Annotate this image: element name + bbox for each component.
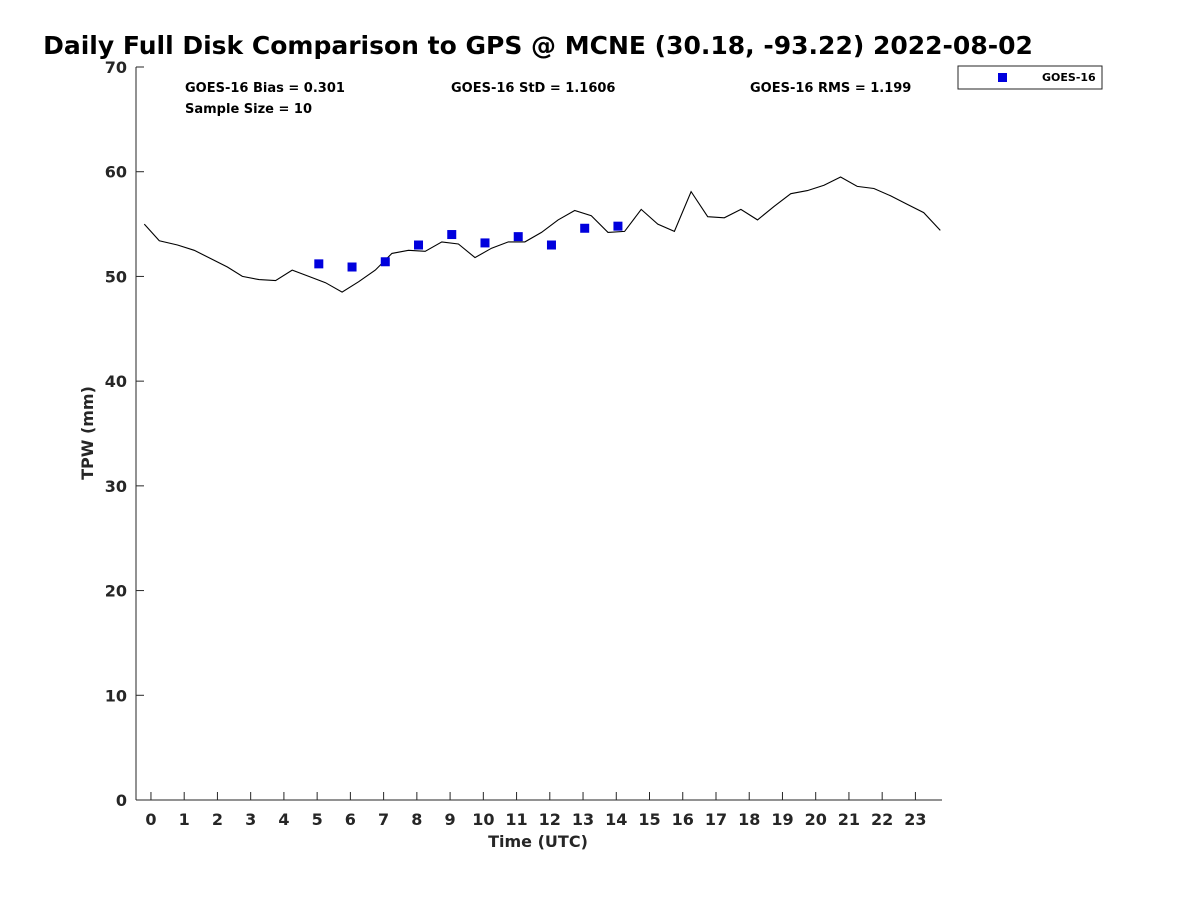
y-tick-label: 10 (105, 686, 127, 705)
sample-size-annotation: Sample Size = 10 (185, 102, 312, 117)
x-axis-label: Time (UTC) (488, 832, 588, 851)
x-tick-label: 7 (378, 810, 389, 829)
y-tick-label: 50 (105, 267, 127, 286)
legend-marker-goes16 (998, 73, 1007, 82)
x-ticks: 0 1 2 3 4 5 6 7 8 9 10 11 12 13 14 15 16 17 18 19 20 21 22 23 (145, 792, 927, 829)
x-tick-label: 23 (904, 810, 926, 829)
x-tick-label: 13 (572, 810, 594, 829)
rms-annotation: GOES-16 RMS = 1.199 (750, 81, 911, 96)
goes16-point (447, 230, 457, 240)
x-tick-label: 18 (738, 810, 760, 829)
y-tick-label: 0 (116, 791, 127, 810)
x-tick-label: 2 (212, 810, 223, 829)
gps-line-series (143, 176, 941, 293)
goes16-point (480, 238, 490, 248)
y-tick-label: 20 (105, 582, 127, 601)
plot-frame (135, 67, 942, 801)
goes16-point (580, 223, 590, 233)
x-tick-label: 15 (638, 810, 660, 829)
goes16-scatter-series (314, 221, 623, 272)
legend-label-goes16: GOES-16 (1042, 71, 1096, 84)
x-tick-label: 16 (672, 810, 694, 829)
y-tick-label: 60 (105, 163, 127, 182)
x-tick-label: 5 (312, 810, 323, 829)
x-tick-label: 17 (705, 810, 727, 829)
y-axis-label: TPW (mm) (78, 386, 97, 480)
goes16-point (380, 257, 390, 267)
x-tick-label: 8 (411, 810, 422, 829)
y-ticks: 0 10 20 30 40 50 60 70 (105, 58, 144, 810)
x-tick-label: 10 (472, 810, 494, 829)
x-tick-label: 9 (445, 810, 456, 829)
goes16-point (546, 240, 556, 250)
x-tick-label: 22 (871, 810, 893, 829)
bias-annotation: GOES-16 Bias = 0.301 (185, 81, 345, 96)
x-tick-label: 12 (539, 810, 561, 829)
y-tick-label: 30 (105, 477, 127, 496)
x-tick-label: 4 (278, 810, 289, 829)
x-tick-label: 11 (505, 810, 527, 829)
x-tick-label: 14 (605, 810, 627, 829)
x-tick-label: 20 (805, 810, 827, 829)
x-tick-label: 21 (838, 810, 860, 829)
y-tick-label: 40 (105, 372, 127, 391)
x-tick-label: 19 (771, 810, 793, 829)
x-tick-label: 3 (245, 810, 256, 829)
goes16-point (314, 259, 324, 269)
legend: GOES-16 (957, 65, 1103, 90)
chart-title: Daily Full Disk Comparison to GPS @ MCNE… (43, 31, 1033, 60)
goes16-point (613, 221, 623, 231)
x-tick-label: 1 (179, 810, 190, 829)
y-tick-label: 70 (105, 58, 127, 77)
x-tick-label: 0 (145, 810, 156, 829)
goes16-point (347, 262, 357, 272)
goes16-point (513, 232, 523, 242)
legend-box (957, 65, 1103, 90)
goes16-point (414, 240, 424, 250)
std-annotation: GOES-16 StD = 1.1606 (451, 81, 615, 96)
x-tick-label: 6 (345, 810, 356, 829)
gps-line (143, 176, 941, 293)
